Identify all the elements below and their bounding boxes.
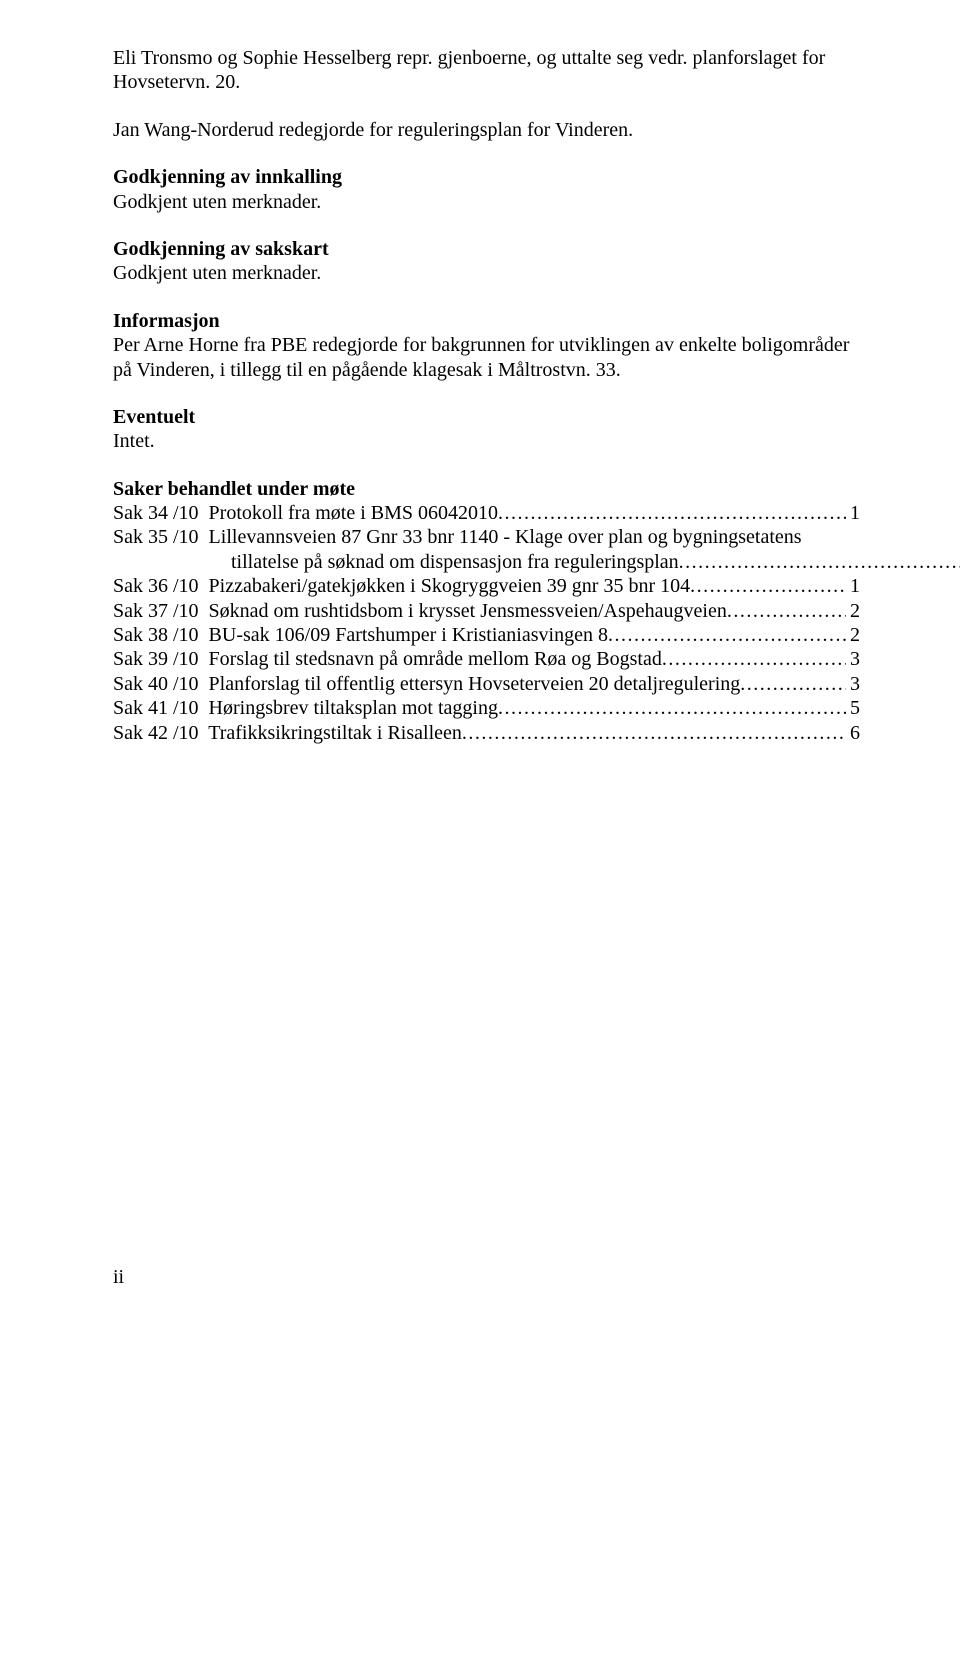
info-l1: Per Arne Horne fra PBE redegjorde for ba… bbox=[113, 334, 849, 356]
toc-page: 3 bbox=[846, 672, 860, 696]
p1-l1: Eli Tronsmo og Sophie Hesselberg repr. g… bbox=[113, 47, 825, 69]
toc-item: Sak 40 /10 Planforslag til offentlig ett… bbox=[113, 672, 860, 696]
toc-label: Sak 39 /10 Forslag til stedsnavn på områ… bbox=[113, 647, 662, 671]
p2: Jan Wang-Norderud redegjorde for reguler… bbox=[113, 119, 633, 141]
toc-page: 5 bbox=[846, 696, 860, 720]
toc-page: 1 bbox=[846, 501, 860, 525]
section-sakskart: Godkjenning av sakskart Godkjent uten me… bbox=[113, 237, 860, 286]
toc-leader-dots bbox=[727, 599, 846, 623]
toc-page: 3 bbox=[846, 647, 860, 671]
heading-saker: Saker behandlet under møte bbox=[113, 478, 355, 500]
paragraph-2: Jan Wang-Norderud redegjorde for reguler… bbox=[113, 118, 860, 142]
heading-eventuelt: Eventuelt bbox=[113, 406, 195, 428]
toc-label: Sak 37 /10 Søknad om rushtidsbom i kryss… bbox=[113, 599, 727, 623]
toc-item: Sak 36 /10 Pizzabakeri/gatekjøkken i Sko… bbox=[113, 574, 860, 598]
info-l2: på Vinderen, i tillegg til en pågående k… bbox=[113, 359, 621, 381]
toc-page: 6 bbox=[846, 721, 860, 745]
toc-list: Sak 34 /10 Protokoll fra møte i BMS 0604… bbox=[113, 501, 860, 745]
innkalling-status: Godkjent uten merknader. bbox=[113, 191, 321, 213]
section-saker: Saker behandlet under møte bbox=[113, 477, 860, 501]
paragraph-1: Eli Tronsmo og Sophie Hesselberg repr. g… bbox=[113, 46, 860, 95]
p1-l2: Hovsetervn. 20. bbox=[113, 71, 240, 93]
toc-leader-dots bbox=[498, 501, 846, 525]
toc-item: Sak 35 /10 Lillevannsveien 87 Gnr 33 bnr… bbox=[113, 525, 860, 549]
heading-innkalling: Godkjenning av innkalling bbox=[113, 166, 342, 188]
toc-label: Sak 34 /10 Protokoll fra møte i BMS 0604… bbox=[113, 501, 498, 525]
toc-label: Sak 40 /10 Planforslag til offentlig ett… bbox=[113, 672, 740, 696]
toc-item: Sak 41 /10 Høringsbrev tiltaksplan mot t… bbox=[113, 696, 860, 720]
sakskart-status: Godkjent uten merknader. bbox=[113, 262, 321, 284]
toc-leader-dots bbox=[679, 550, 960, 574]
heading-sakskart: Godkjenning av sakskart bbox=[113, 238, 329, 260]
toc-item: Sak 37 /10 Søknad om rushtidsbom i kryss… bbox=[113, 599, 860, 623]
heading-informasjon: Informasjon bbox=[113, 310, 220, 332]
toc-item: Sak 42 /10 Trafikksikringstiltak i Risal… bbox=[113, 721, 860, 745]
toc-item: Sak 39 /10 Forslag til stedsnavn på områ… bbox=[113, 647, 860, 671]
toc-label: Sak 38 /10 BU-sak 106/09 Fartshumper i K… bbox=[113, 623, 608, 647]
toc-leader-dots bbox=[608, 623, 846, 647]
toc-page: 2 bbox=[846, 623, 860, 647]
toc-page: 2 bbox=[846, 599, 860, 623]
eventuelt-status: Intet. bbox=[113, 430, 155, 452]
toc-label: tillatelse på søknad om dispensasjon fra… bbox=[231, 550, 679, 574]
toc-item: Sak 34 /10 Protokoll fra møte i BMS 0604… bbox=[113, 501, 860, 525]
toc-leader-dots bbox=[462, 721, 846, 745]
section-informasjon: Informasjon Per Arne Horne fra PBE redeg… bbox=[113, 309, 860, 382]
toc-leader-dots bbox=[740, 672, 846, 696]
toc-leader-dots bbox=[690, 574, 846, 598]
section-eventuelt: Eventuelt Intet. bbox=[113, 405, 860, 454]
page-number: ii bbox=[113, 1265, 860, 1289]
toc-label: Sak 41 /10 Høringsbrev tiltaksplan mot t… bbox=[113, 696, 498, 720]
toc-leader-dots bbox=[662, 647, 846, 671]
toc-label: Sak 42 /10 Trafikksikringstiltak i Risal… bbox=[113, 721, 462, 745]
toc-leader-dots bbox=[498, 696, 846, 720]
toc-label: Sak 35 /10 Lillevannsveien 87 Gnr 33 bnr… bbox=[113, 525, 802, 549]
section-innkalling: Godkjenning av innkalling Godkjent uten … bbox=[113, 165, 860, 214]
toc-page: 1 bbox=[846, 574, 860, 598]
toc-item: Sak 38 /10 BU-sak 106/09 Fartshumper i K… bbox=[113, 623, 860, 647]
toc-item: tillatelse på søknad om dispensasjon fra… bbox=[113, 550, 960, 574]
toc-label: Sak 36 /10 Pizzabakeri/gatekjøkken i Sko… bbox=[113, 574, 690, 598]
